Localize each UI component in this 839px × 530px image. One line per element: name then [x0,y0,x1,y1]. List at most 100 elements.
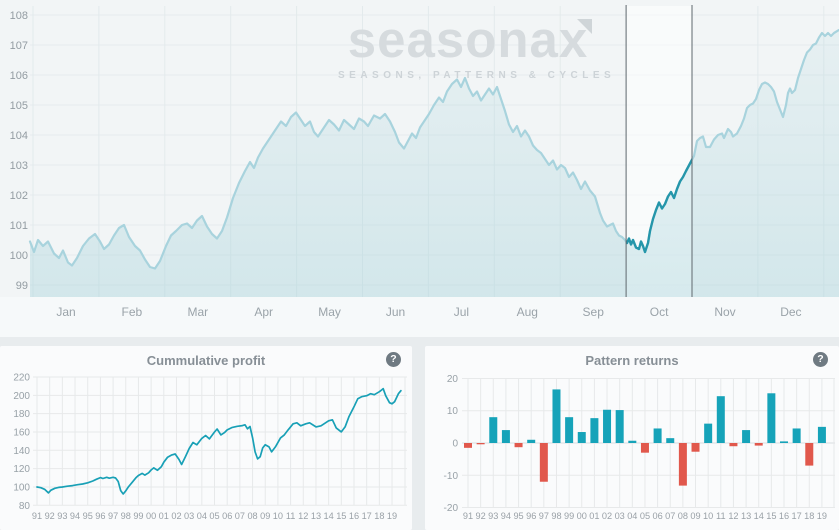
return-bar-99[interactable] [565,417,574,443]
axis-tick-label: 02 [602,511,612,521]
axis-tick-label: 08 [678,511,688,521]
axis-tick-label: 03 [184,511,194,521]
axis-tick-label: Feb [122,305,143,319]
return-bar-19[interactable] [817,426,826,443]
axis-tick-label: 19 [387,511,397,521]
axis-tick-label: Dec [780,305,801,319]
return-bar-06[interactable] [653,428,662,443]
return-bar-07[interactable] [666,438,675,443]
axis-tick-label: -10 [444,471,459,482]
axis-tick-label: Sep [583,305,605,319]
axis-tick-label: 16 [779,511,789,521]
axis-tick-label: 103 [10,160,28,172]
axis-tick-label: 0 [452,439,458,450]
axis-tick-label: 92 [45,511,55,521]
cumulative-profit-panel: Cummulative profit ? 80 100 120 140 160 180 20… [0,346,412,530]
axis-tick-label: 14 [324,511,334,521]
return-bar-04[interactable] [628,440,637,443]
seasonal-area-fill [30,30,839,297]
return-bar-02[interactable] [603,409,612,443]
return-bar-11[interactable] [716,396,725,443]
return-bar-93[interactable] [489,417,498,443]
axis-tick-label: 98 [551,511,561,521]
return-bar-03[interactable] [615,410,624,443]
axis-tick-label: May [318,305,341,319]
axis-tick-label: 99 [16,280,28,292]
return-bar-98[interactable] [552,389,561,443]
return-bar-12[interactable] [729,443,738,447]
help-icon[interactable]: ? [813,352,828,367]
axis-tick-label: 140 [13,446,30,457]
return-bar-16[interactable] [780,441,788,443]
axis-tick-label: 16 [349,511,359,521]
axis-tick-label: 17 [362,511,372,521]
axis-tick-label: 94 [70,511,80,521]
axis-tick-label: 02 [171,511,181,521]
axis-tick-label: 11 [716,511,726,521]
axis-tick-label: 12 [298,511,308,521]
seasonal-chart[interactable]: 99 100 101 102 103 104 105 106 107 108 Jan Feb Mar Ap… [0,0,839,337]
axis-tick-label: 96 [526,511,536,521]
axis-tick-label: 100 [13,482,30,493]
return-bar-00[interactable] [577,432,586,443]
axis-tick-label: 09 [690,511,700,521]
return-bar-94[interactable] [501,430,510,443]
axis-tick-label: 95 [513,511,523,521]
return-bar-08[interactable] [678,443,687,486]
axis-tick-label: 10 [273,511,283,521]
axis-tick-label: 91 [463,511,473,521]
pattern-returns-title: Pattern returns [585,353,679,368]
help-icon[interactable]: ? [386,352,401,367]
grid [33,376,407,506]
axis-tick-label: 00 [146,511,156,521]
axis-tick-label: 15 [336,511,346,521]
axis-tick-label: Aug [517,305,538,319]
axis-tick-label: 200 [13,391,30,402]
axis-tick-label: 101 [10,220,28,232]
return-bar-91[interactable] [464,443,472,448]
axis-tick-label: 93 [57,511,67,521]
return-bar-05[interactable] [640,443,649,453]
axis-tick-label: 14 [754,511,764,521]
return-bar-14[interactable] [754,443,763,446]
axis-tick-label: Jan [56,305,75,319]
axis-tick-label: Oct [650,305,669,319]
return-bar-97[interactable] [539,443,548,482]
axis-tick-label: 05 [640,511,650,521]
axis-tick-label: 10 [447,406,459,417]
axis-tick-label: 96 [95,511,105,521]
return-bar-15[interactable] [767,393,776,443]
axis-tick-label: 18 [804,511,814,521]
axis-tick-label: 160 [13,427,30,438]
return-bar-18[interactable] [805,443,814,466]
axis-tick-label: 07 [665,511,675,521]
axis-tick-label: Jul [454,305,469,319]
cumulative-profit-line [36,387,402,495]
axis-tick-label: Mar [187,305,208,319]
return-bar-17[interactable] [792,428,801,443]
return-bar-96[interactable] [527,439,536,443]
axis-tick-label: 04 [197,511,207,521]
axis-tick-label: 15 [766,511,776,521]
pattern-return-bars [464,389,826,486]
axis-tick-label: 108 [10,10,28,22]
axis-tick-label: 06 [652,511,662,521]
axis-tick-label: 97 [108,511,118,521]
axis-tick-label: -20 [444,503,459,514]
axis-tick-label: 07 [235,511,245,521]
axis-tick-label: 11 [286,511,296,521]
return-bar-01[interactable] [590,418,599,443]
axis-tick-label: 107 [10,40,28,52]
return-bar-13[interactable] [742,430,751,443]
return-bar-09[interactable] [691,443,700,452]
axis-tick-label: 00 [577,511,587,521]
axis-tick-label: 06 [222,511,232,521]
return-bar-95[interactable] [514,443,523,448]
return-bar-10[interactable] [704,423,713,443]
axis-tick-label: 220 [13,373,30,384]
return-bar-92[interactable] [476,443,485,445]
axis-tick-label: 03 [615,511,625,521]
